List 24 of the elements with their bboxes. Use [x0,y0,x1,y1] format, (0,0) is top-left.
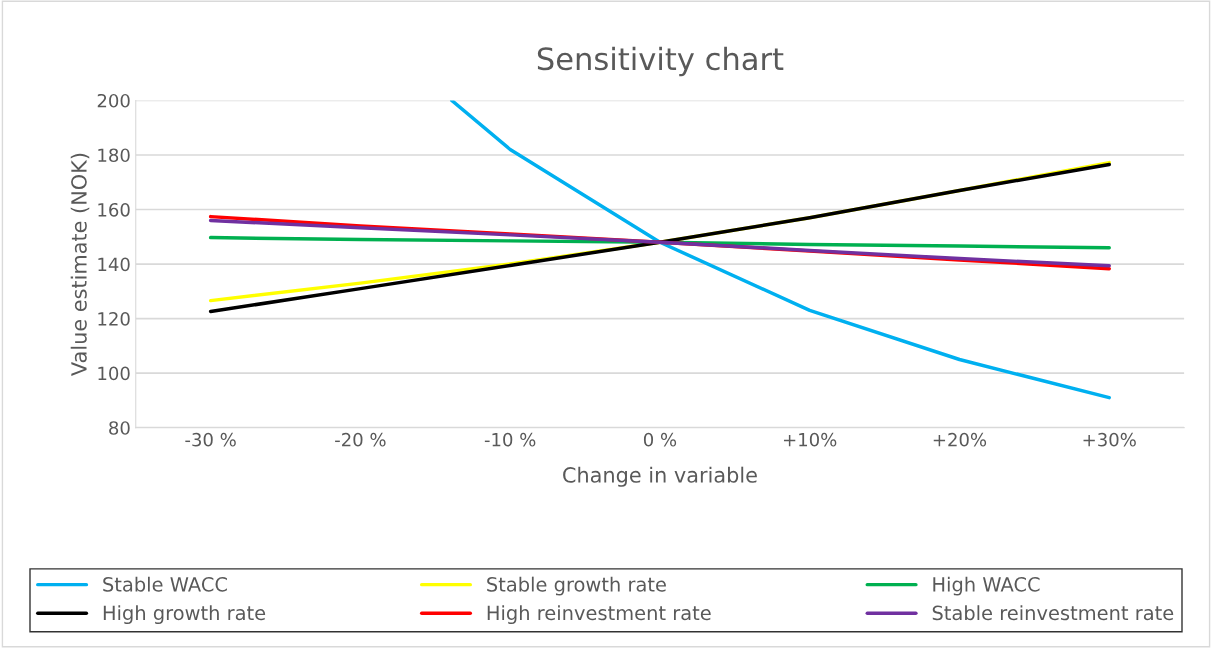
y-tick-label: 160 [98,202,130,217]
legend-label: High WACC [933,576,1040,596]
legend-label: High growth rate [103,605,266,625]
y-tick-label: 80 [109,421,130,435]
x-tick-label: -30 % [185,432,236,447]
legend-label: Stable WACC [103,576,227,592]
x-tick-label: +10% [783,432,837,447]
x-tick-label: -20 % [335,432,386,447]
x-axis-title: Change in variable [563,466,757,487]
y-tick-label: 200 [97,93,130,108]
legend-label: High reinvestment rate [487,605,711,625]
y-tick-label: 100 [98,366,130,381]
x-tick-label: -10 % [484,432,536,447]
x-tick-label: 0 % [643,432,677,447]
x-tick-label: +20% [933,432,987,447]
y-tick-label: 140 [98,257,130,272]
legend-label: Stable reinvestment rate [932,605,1174,621]
y-tick-label: 120 [98,312,130,326]
y-tick-label: 180 [98,148,130,163]
y-axis-title: Value estimate (NOK) [70,153,90,376]
legend-label: Stable growth rate [487,576,666,596]
line-series [450,100,1111,400]
x-tick-label: +30% [1083,432,1136,447]
chart-title: Sensitivity chart [537,46,784,77]
